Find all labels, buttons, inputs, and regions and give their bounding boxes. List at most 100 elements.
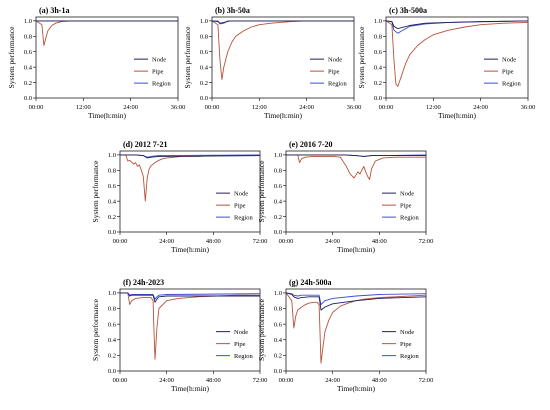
series-line-region: [286, 292, 426, 306]
y-tick-label: 0.6: [274, 321, 283, 328]
legend-entry-node: Node: [234, 329, 248, 336]
legend-entry-pipe: Pipe: [400, 341, 412, 348]
x-tick-label: 00:00: [205, 104, 220, 111]
y-tick-label: 0.4: [274, 337, 283, 344]
series-line-node: [286, 154, 426, 157]
x-tick-label: 24:00: [299, 104, 314, 111]
y-axis-label: System performance: [357, 26, 366, 89]
chart-panel-b: (b) 3h-50a 0.0 0.2 0.4 0.6 0.8 1.0 00:00 12:00 24…: [183, 6, 361, 120]
y-tick-label: 1.0: [24, 18, 32, 25]
x-axis-label: Time(h:min): [171, 384, 210, 393]
x-tick-label: 12:00: [252, 104, 267, 111]
y-tick-label: 0.2: [200, 80, 208, 87]
y-tick-label: 0.6: [108, 321, 117, 328]
legend-entry-node: Node: [328, 56, 342, 63]
y-tick-label: 0.4: [374, 64, 383, 71]
plot-frame: [35, 16, 179, 99]
y-tick-label: 0.0: [108, 368, 116, 375]
x-tick-label: 00:00: [279, 377, 294, 384]
chart-panel-g: (g) 24h-500a 0.0 0.2 0.4 0.6 0.8 1.0 00:00 24:00…: [257, 278, 433, 393]
y-tick-label: 1.0: [108, 290, 116, 297]
series-line-pipe: [212, 20, 354, 80]
y-tick-label: 0.8: [274, 167, 282, 174]
y-tick-label: 0.4: [24, 64, 33, 71]
series-line-pipe: [386, 20, 528, 87]
x-tick-label: 00:00: [113, 377, 128, 384]
y-tick-label: 0.4: [108, 337, 117, 344]
plot-frame: [285, 288, 427, 372]
y-axis-label: System performance: [7, 26, 16, 89]
y-tick-label: 0.8: [200, 33, 208, 40]
panel-title: (e) 2016 7-20: [289, 140, 333, 149]
y-tick-label: 0.2: [274, 214, 282, 221]
x-axis-label: Time(h:min): [337, 245, 376, 254]
chart-panel-a: (a) 3h-1a 0.0 0.2 0.4 0.6 0.8 1.0 00:00 12:00 24:…: [7, 6, 185, 120]
y-tick-label: 0.0: [24, 95, 32, 102]
y-tick-label: 0.0: [274, 368, 282, 375]
y-tick-label: 0.2: [108, 214, 116, 221]
legend-entry-region: Region: [152, 80, 172, 87]
plot-frame: [119, 150, 261, 233]
y-tick-label: 0.0: [200, 95, 208, 102]
chart-panel-e: (e) 2016 7-20 0.0 0.2 0.4 0.6 0.8 1.0 00:00 24:0…: [257, 140, 433, 254]
y-tick-label: 0.2: [374, 80, 382, 87]
series-line-node: [386, 20, 528, 30]
y-tick-label: 0.8: [108, 306, 116, 313]
y-tick-label: 0.8: [274, 306, 282, 313]
y-tick-label: 0.0: [274, 229, 282, 236]
panel-title: (d) 2012 7-21: [123, 140, 167, 149]
series-line-node: [286, 292, 426, 311]
y-axis-label: System performance: [257, 298, 266, 361]
legend-entry-node: Node: [502, 56, 516, 63]
x-tick-label: 48:00: [372, 377, 387, 384]
legend-entry-pipe: Pipe: [400, 202, 412, 209]
x-tick-label: 72:00: [253, 377, 268, 384]
legend-entry-node: Node: [400, 190, 414, 197]
y-tick-label: 0.2: [24, 80, 32, 87]
x-tick-label: 24:00: [325, 238, 340, 245]
legend-entry-region: Region: [400, 214, 420, 221]
series-line-pipe: [36, 20, 178, 46]
y-tick-label: 0.0: [108, 229, 116, 236]
legend-entry-node: Node: [152, 56, 166, 63]
chart-panel-c: (c) 3h-500a 0.0 0.2 0.4 0.6 0.8 1.0 00:00 12:00 2…: [357, 6, 535, 120]
x-axis-label: Time(h:min): [88, 111, 127, 120]
x-axis-label: Time(h:min): [337, 384, 376, 393]
legend-entry-region: Region: [502, 80, 522, 87]
series-line-node: [212, 20, 354, 24]
panel-title: (a) 3h-1a: [39, 6, 69, 15]
x-axis-label: Time(h:min): [171, 245, 210, 254]
y-tick-label: 0.8: [374, 33, 382, 40]
y-tick-label: 1.0: [108, 152, 116, 159]
x-tick-label: 24:00: [473, 104, 488, 111]
legend-entry-region: Region: [234, 214, 254, 221]
x-tick-label: 72:00: [253, 238, 268, 245]
x-tick-label: 12:00: [76, 104, 91, 111]
legend-entry-region: Region: [234, 353, 254, 360]
x-tick-label: 12:00: [426, 104, 441, 111]
series-line-pipe: [286, 154, 426, 180]
x-axis-label: Time(h:min): [264, 111, 303, 120]
x-tick-label: 24:00: [159, 377, 174, 384]
legend-entry-region: Region: [328, 80, 348, 87]
x-tick-label: 00:00: [379, 104, 394, 111]
series-line-node: [120, 154, 260, 159]
chart-panel-f: (f) 24h-2023 0.0 0.2 0.4 0.6 0.8 1.0 00:00 24:00…: [91, 278, 267, 393]
y-tick-label: 0.4: [108, 198, 117, 205]
y-tick-label: 0.8: [24, 33, 32, 40]
y-tick-label: 0.6: [274, 183, 283, 190]
x-axis-label: Time(h:min): [438, 111, 477, 120]
y-tick-label: 1.0: [274, 290, 282, 297]
legend-entry-pipe: Pipe: [152, 68, 164, 75]
legend-entry-node: Node: [400, 329, 414, 336]
series-line-pipe: [120, 292, 260, 360]
x-tick-label: 36:00: [521, 104, 536, 111]
y-axis-label: System performance: [91, 298, 100, 361]
series-line-pipe: [120, 154, 260, 202]
series-line-node: [120, 292, 260, 303]
legend-entry-region: Region: [400, 353, 420, 360]
panel-title: (g) 24h-500a: [289, 278, 331, 287]
y-tick-label: 1.0: [374, 18, 382, 25]
x-tick-label: 72:00: [419, 377, 434, 384]
